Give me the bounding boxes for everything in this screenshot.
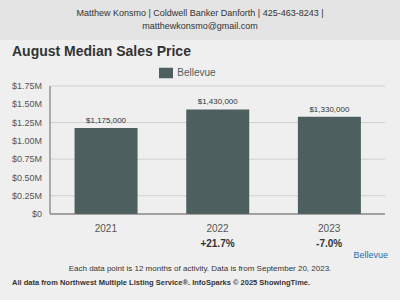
svg-text:$0.25M: $0.25M — [12, 191, 42, 201]
svg-text:2023: 2023 — [318, 223, 341, 234]
svg-text:2021: 2021 — [95, 223, 118, 234]
svg-text:$1.75M: $1.75M — [12, 81, 42, 91]
svg-text:2022: 2022 — [206, 223, 229, 234]
svg-text:$1,175,000: $1,175,000 — [86, 116, 127, 125]
svg-text:$1.25M: $1.25M — [12, 118, 42, 128]
html-text:Matthew Konsmo | Coldwell Bank: Matthew Konsmo | Coldwell Banker Danfort… — [76, 8, 324, 18]
html-text:Bellevue: Bellevue — [177, 66, 216, 78]
html-text:All data from Northwest Multip: All data from Northwest Multiple Listing… — [12, 278, 311, 287]
html-text:Bellevue: Bellevue — [353, 250, 388, 260]
svg-text:$0.75M: $0.75M — [12, 154, 42, 164]
svg-text:$0.50M: $0.50M — [12, 173, 42, 183]
svg-text:$1,430,000: $1,430,000 — [198, 97, 239, 106]
html-text:August Median Sales Price: August Median Sales Price — [12, 43, 191, 59]
html-text:Each data point is 12 months o: Each data point is 12 months of activity… — [68, 264, 332, 273]
svg-text:$0: $0 — [32, 209, 42, 219]
svg-text:+21.7%: +21.7% — [200, 238, 234, 248]
svg-text:-7.0%: -7.0% — [316, 238, 342, 248]
html-text:matthewkonsmo@gmail.com: matthewkonsmo@gmail.com — [142, 21, 258, 31]
svg-text:$1.50M: $1.50M — [12, 99, 42, 109]
svg-text:$1.00M: $1.00M — [12, 136, 42, 146]
svg-text:$1,330,000: $1,330,000 — [309, 105, 350, 114]
